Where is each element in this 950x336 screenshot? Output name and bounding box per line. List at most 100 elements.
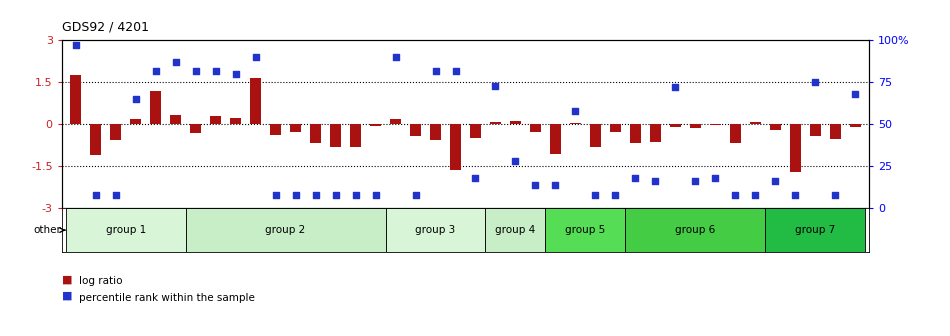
Text: group 6: group 6 [675,225,715,235]
Bar [766,208,865,252]
Bar [310,124,321,142]
Bar [130,119,142,124]
Point [328,192,343,198]
Bar [550,124,560,154]
Bar [809,124,821,136]
Bar [70,75,82,124]
Point [708,175,723,181]
Point [688,179,703,184]
Bar [390,119,401,124]
Bar [430,124,441,140]
Bar [510,121,521,124]
Text: percentile rank within the sample: percentile rank within the sample [79,293,255,303]
Bar [485,208,545,252]
Bar [150,91,162,124]
Bar [370,124,381,126]
Point [268,192,283,198]
Point [188,68,203,73]
Text: ■: ■ [62,291,72,301]
Bar [530,124,541,132]
Point [827,192,843,198]
Bar [849,124,861,127]
Bar [386,208,485,252]
Bar [330,124,341,147]
Bar [450,124,461,170]
Point [388,54,403,60]
Bar [250,78,261,124]
Bar [230,118,241,124]
Point [628,175,643,181]
Bar [210,117,221,124]
Bar [610,124,621,132]
Bar [625,208,766,252]
Point [748,192,763,198]
Text: group 7: group 7 [795,225,835,235]
Point [608,192,623,198]
Bar [570,123,581,124]
Bar [410,124,421,136]
Bar [470,124,481,138]
Bar [270,124,281,135]
Point [108,192,124,198]
Point [228,71,243,77]
Bar [650,124,661,142]
Point [447,68,463,73]
Bar [590,124,601,147]
Bar [185,208,386,252]
Point [348,192,363,198]
Point [248,54,263,60]
Point [148,68,163,73]
Bar [690,124,701,128]
Point [668,85,683,90]
Point [88,192,104,198]
Bar [290,124,301,132]
Text: group 2: group 2 [265,225,306,235]
Point [568,108,583,114]
Bar [350,124,361,147]
Bar [490,122,501,124]
Point [847,91,863,97]
Bar [110,124,122,140]
Bar [670,124,681,127]
Point [548,182,563,187]
Bar [66,208,185,252]
Point [528,182,543,187]
Point [68,43,84,48]
Point [808,80,823,85]
Text: GDS92 / 4201: GDS92 / 4201 [62,20,149,33]
Bar [545,208,625,252]
Point [468,175,484,181]
Text: log ratio: log ratio [79,276,123,286]
Text: group 5: group 5 [565,225,605,235]
Text: group 4: group 4 [495,225,536,235]
Point [408,192,423,198]
Point [208,68,223,73]
Bar [770,124,781,130]
Point [428,68,443,73]
Point [728,192,743,198]
Text: ■: ■ [62,274,72,284]
Point [308,192,323,198]
Bar [170,115,181,124]
Bar [730,124,741,143]
Point [168,59,183,65]
Point [488,83,504,88]
Point [288,192,303,198]
Point [128,96,143,102]
Bar [90,124,102,155]
Text: group 3: group 3 [415,225,456,235]
Point [788,192,803,198]
Bar [789,124,801,172]
Text: other: other [33,225,62,235]
Bar [829,124,841,139]
Bar [750,122,761,124]
Text: group 1: group 1 [105,225,146,235]
Point [368,192,383,198]
Bar [630,124,641,143]
Point [648,179,663,184]
Bar [190,124,201,133]
Bar [710,124,721,125]
Point [768,179,783,184]
Point [508,159,523,164]
Point [588,192,603,198]
